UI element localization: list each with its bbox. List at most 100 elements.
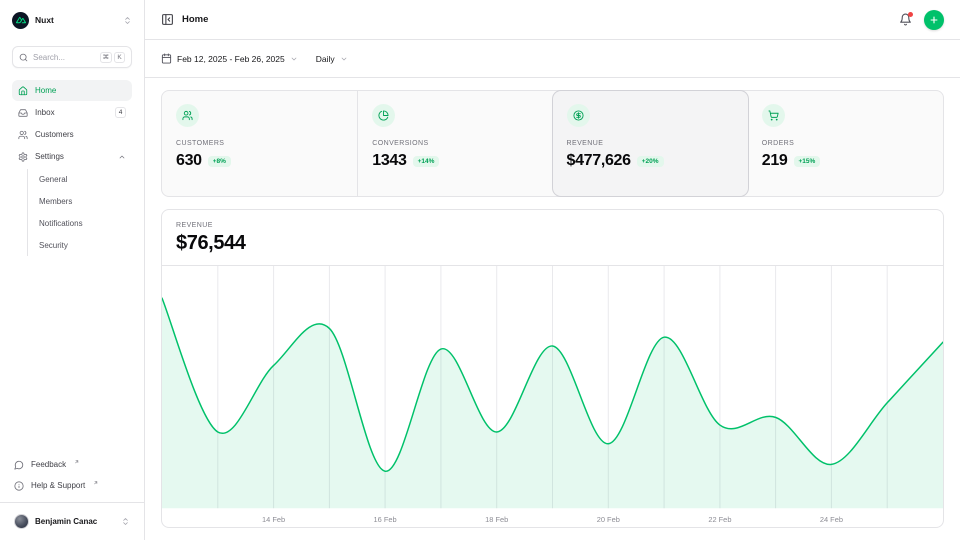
- sidebar-subitem-general[interactable]: General: [28, 169, 132, 190]
- help-support-link[interactable]: Help & Support: [12, 475, 132, 496]
- feedback-link[interactable]: Feedback: [12, 454, 132, 475]
- stat-card-conversions[interactable]: CONVERSIONS 1343 +14%: [357, 91, 552, 196]
- external-link-icon: [93, 480, 99, 486]
- svg-text:22 Feb: 22 Feb: [708, 515, 731, 524]
- circle-dollar-icon: [566, 104, 590, 127]
- sidebar-item-settings[interactable]: Settings: [12, 146, 132, 167]
- notifications-button[interactable]: [899, 12, 913, 26]
- period-select[interactable]: Daily: [316, 54, 348, 64]
- filters-toolbar: Feb 12, 2025 - Feb 26, 2025 Daily: [145, 40, 960, 78]
- stat-label: REVENUE: [566, 140, 604, 147]
- info-circle-icon: [14, 480, 24, 491]
- calendar-icon: [161, 53, 172, 64]
- stat-value: $477,626: [566, 152, 632, 169]
- gear-icon: [18, 151, 28, 162]
- stat-card-revenue[interactable]: REVENUE $477,626 +20%: [552, 91, 748, 196]
- sidebar-divider: [0, 502, 144, 503]
- revenue-chart[interactable]: 14 Feb 16 Feb 18 Feb 20 Feb 22 Feb 24 Feb: [162, 266, 943, 527]
- chevrons-up-down-icon: [121, 517, 130, 526]
- sidebar-subitem-label: General: [39, 175, 68, 184]
- date-range-value: Feb 12, 2025 - Feb 26, 2025: [177, 53, 285, 64]
- user-menu-button[interactable]: Benjamin Canac: [12, 510, 132, 532]
- user-avatar: [14, 513, 29, 529]
- sidebar-subitem-members[interactable]: Members: [28, 191, 132, 212]
- svg-text:14 Feb: 14 Feb: [262, 515, 285, 524]
- workspace-name: Nuxt: [35, 15, 54, 25]
- feedback-label: Feedback: [31, 460, 67, 469]
- sidebar-subitem-label: Members: [39, 197, 73, 206]
- revenue-chart-panel: REVENUE $76,544 14 Feb 16 Feb 18 Feb 20 Feb…: [161, 209, 944, 528]
- external-link-icon: [74, 459, 80, 465]
- users-icon: [18, 130, 28, 140]
- stat-value: 1343: [372, 152, 407, 169]
- chevron-down-icon: [290, 55, 298, 63]
- workspace-switcher[interactable]: Nuxt: [12, 10, 132, 30]
- search-placeholder: Search...: [33, 52, 66, 62]
- stat-card-orders[interactable]: ORDERS 219 +15%: [748, 91, 943, 196]
- main-area: Home Feb 12, 2025 - Feb 26, 2025: [145, 0, 960, 540]
- dashboard-content: CUSTOMERS 630 +8% CONVERSIONS 1343 +14%: [145, 78, 960, 540]
- sidebar-item-label: Customers: [35, 130, 74, 139]
- sidebar-item-inbox[interactable]: Inbox 4: [12, 102, 132, 123]
- svg-text:20 Feb: 20 Feb: [597, 515, 620, 524]
- search-icon: [19, 53, 28, 62]
- help-support-label: Help & Support: [31, 481, 86, 490]
- page-title: Home: [182, 14, 209, 25]
- inbox-icon: [18, 108, 28, 118]
- stat-card-customers[interactable]: CUSTOMERS 630 +8%: [162, 91, 357, 196]
- sidebar-subitem-security[interactable]: Security: [28, 235, 132, 256]
- svg-text:24 Feb: 24 Feb: [820, 515, 843, 524]
- nuxt-logo-icon: [12, 11, 29, 29]
- kbd-cmd: ⌘: [99, 51, 112, 63]
- sidebar-subitem-label: Notifications: [39, 219, 83, 228]
- chevrons-up-down-icon: [123, 16, 132, 25]
- shopping-cart-icon: [761, 104, 785, 127]
- stat-value: 219: [761, 152, 788, 169]
- bell-icon: [900, 13, 911, 26]
- sidebar-item-home[interactable]: Home: [12, 80, 132, 101]
- inbox-count-badge: 4: [115, 107, 126, 118]
- sidebar-item-label: Home: [35, 86, 57, 95]
- search-shortcut: ⌘ K: [99, 51, 125, 63]
- sidebar-subitem-label: Security: [39, 241, 68, 250]
- stat-delta-badge: +8%: [207, 155, 231, 167]
- stat-delta-badge: +15%: [793, 155, 821, 167]
- stat-label: ORDERS: [761, 140, 795, 147]
- chart-header: REVENUE $76,544: [162, 210, 943, 266]
- add-button[interactable]: [924, 9, 944, 30]
- stat-value: 630: [176, 152, 202, 169]
- users-icon: [176, 104, 199, 127]
- sidebar-subitem-notifications[interactable]: Notifications: [28, 213, 132, 234]
- sidebar-nav: Home Inbox 4 Customers Settings: [12, 80, 132, 256]
- stats-row: CUSTOMERS 630 +8% CONVERSIONS 1343 +14%: [161, 90, 944, 197]
- sidebar-item-customers[interactable]: Customers: [12, 124, 132, 145]
- stat-delta-badge: +14%: [412, 155, 440, 167]
- stat-label: CUSTOMERS: [176, 140, 225, 147]
- date-range-picker[interactable]: Feb 12, 2025 - Feb 26, 2025: [161, 53, 298, 64]
- message-circle-icon: [14, 460, 24, 470]
- chart-title: REVENUE: [176, 222, 213, 229]
- stat-delta-badge: +20%: [636, 155, 664, 167]
- svg-text:16 Feb: 16 Feb: [374, 515, 397, 524]
- panel-left-close-icon: [162, 14, 173, 25]
- chevron-up-icon: [118, 153, 126, 161]
- sidebar-collapse-button[interactable]: [161, 13, 174, 26]
- stat-label: CONVERSIONS: [372, 140, 429, 147]
- sidebar-item-label: Settings: [35, 152, 64, 161]
- home-icon: [18, 85, 28, 96]
- period-value: Daily: [315, 53, 335, 64]
- plus-icon: [930, 16, 938, 23]
- kbd-k: K: [114, 51, 125, 63]
- chart-current-value: $76,544: [176, 232, 246, 254]
- settings-subnav: General Members Notifications Security: [27, 169, 132, 256]
- sidebar: Nuxt Search... ⌘ K Home: [0, 0, 145, 540]
- user-name: Benjamin Canac: [35, 516, 98, 526]
- chevron-down-icon: [340, 55, 348, 63]
- svg-text:18 Feb: 18 Feb: [485, 515, 508, 524]
- search-input[interactable]: Search... ⌘ K: [12, 46, 132, 68]
- notification-dot: [908, 12, 913, 17]
- chart-body: 14 Feb 16 Feb 18 Feb 20 Feb 22 Feb 24 Feb: [162, 266, 943, 527]
- top-header: Home: [145, 0, 960, 40]
- sidebar-item-label: Inbox: [35, 108, 55, 117]
